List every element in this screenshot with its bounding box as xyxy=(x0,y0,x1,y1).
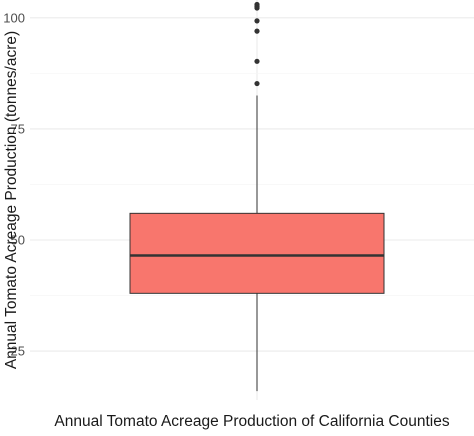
outlier-point-5 xyxy=(254,58,260,64)
y-axis-label: Annual Tomato Acreage Production (tonnes… xyxy=(3,30,20,370)
minor-gridlines xyxy=(30,73,474,296)
y-tick-label-25: 25 xyxy=(11,344,25,359)
major-gridlines xyxy=(30,0,474,400)
y-tick-label-75: 75 xyxy=(11,121,25,136)
outlier-point-6 xyxy=(254,80,260,87)
boxplot xyxy=(129,95,385,392)
x-axis-label: Annual Tomato Acreage Production of Cali… xyxy=(54,413,450,430)
outlier-points xyxy=(254,1,260,87)
y-tick-labels: 25 50 75 100 xyxy=(3,10,25,358)
y-tick-label-50: 50 xyxy=(11,233,25,248)
outlier-point-3 xyxy=(254,18,260,24)
interquartile-box xyxy=(129,212,385,294)
outlier-point-4 xyxy=(254,28,260,34)
outlier-point-2 xyxy=(254,5,260,11)
y-axis-label-container: Annual Tomato Acreage Production (tonnes… xyxy=(0,0,24,400)
y-tick-label-100: 100 xyxy=(3,10,25,25)
